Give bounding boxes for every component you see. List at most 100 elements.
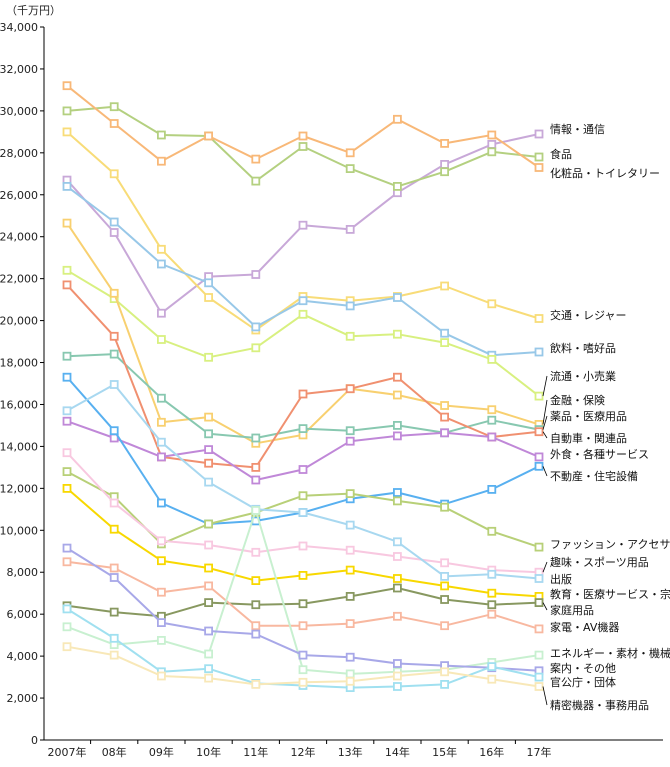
series-label-9: 外食・各種サービス [550,447,649,461]
data-point [298,621,308,631]
data-point [204,581,214,591]
series-label-text: 趣味・スポーツ用品 [550,555,649,569]
data-point [156,587,166,597]
data-point [487,588,497,598]
y-tick-label: 12,000 [0,482,38,495]
leader-line [542,399,548,425]
data-point [487,432,497,442]
y-tick-label: 4,000 [7,650,39,663]
series-label-19: 官公庁・団体 [550,675,616,689]
data-point [487,484,497,494]
x-tick-label: 14年 [385,745,410,759]
leader-line [542,431,548,439]
data-point [487,147,497,157]
series-label-text: 交通・レジャー [550,308,626,322]
data-point [109,426,119,436]
x-tick-label: 15年 [432,745,457,759]
data-point [534,574,544,583]
series-label-text: 出版 [550,572,572,586]
data-point [392,329,402,339]
series-2 [62,81,544,172]
data-point [345,224,355,234]
series-9 [62,416,544,485]
data-point [534,314,544,323]
data-point [204,429,214,439]
series-16 [62,557,544,634]
data-point [62,642,72,652]
data-point [534,452,544,462]
data-point [109,119,119,128]
series-label-2: 化粧品・トイレタリー [550,166,660,180]
data-point [204,293,214,302]
y-tick-label: 6,000 [7,608,39,621]
data-point [345,148,355,158]
data-point [109,380,119,389]
data-point [298,665,308,675]
data-point [534,129,544,139]
data-point [392,659,402,668]
data-point [345,545,355,555]
data-point [109,169,119,179]
y-tick-label: 28,000 [0,147,38,160]
series-label-text: 案内・その他 [550,661,616,675]
data-point [440,558,450,568]
data-point [345,164,355,174]
series-20 [62,642,544,691]
data-point [204,458,214,468]
series-label-text: 金融・保険 [550,393,605,407]
data-point [440,621,450,631]
data-point [392,181,402,191]
data-point [204,673,214,683]
series-label-13: 出版 [550,572,572,586]
series-label-text: 家庭用品 [550,603,594,617]
series-label-text: 不動産・住宅設備 [550,469,638,483]
y-tick-label: 2,000 [7,692,39,705]
data-point [251,343,261,353]
data-point [298,571,308,580]
series-15 [62,583,544,621]
data-point [440,581,450,591]
data-point [251,600,261,610]
data-point [156,259,166,269]
data-point [440,167,450,177]
data-point [109,217,119,227]
data-point [534,427,544,437]
series-label-text: 飲料・嗜好品 [550,341,616,355]
data-point [487,526,497,536]
data-point [534,682,544,691]
data-point [62,127,72,137]
data-point [487,130,497,140]
data-point [109,633,119,643]
series-label-text: 流通・小売業 [550,369,616,383]
data-point [62,483,72,493]
data-point [62,280,72,290]
series-label-text: 教育・医療サービス・宗教 [550,587,670,601]
data-point [109,228,119,237]
data-point [204,664,214,674]
series-label-text: ファッション・アクセサリー [550,538,670,551]
data-point [392,496,402,506]
data-point [392,574,402,583]
data-point [109,524,119,534]
data-point [345,436,355,446]
data-point [62,106,72,116]
y-tick-label: 34,000 [0,21,38,34]
data-point [62,557,72,567]
data-point [440,502,450,512]
y-tick-label: 24,000 [0,231,38,244]
x-tick-label: 09年 [149,745,174,759]
data-point [534,650,544,660]
series-label-4: 飲料・嗜好品 [550,341,616,355]
data-point [392,552,402,561]
data-point [204,352,214,362]
series-label-text: 食品 [550,147,572,161]
series-14 [62,483,544,601]
data-point [345,489,355,499]
x-tick-label: 2007年 [48,745,87,759]
data-point [392,431,402,441]
data-point [156,335,166,344]
series-0 [62,129,544,318]
data-point [487,299,497,309]
data-point [156,498,166,508]
